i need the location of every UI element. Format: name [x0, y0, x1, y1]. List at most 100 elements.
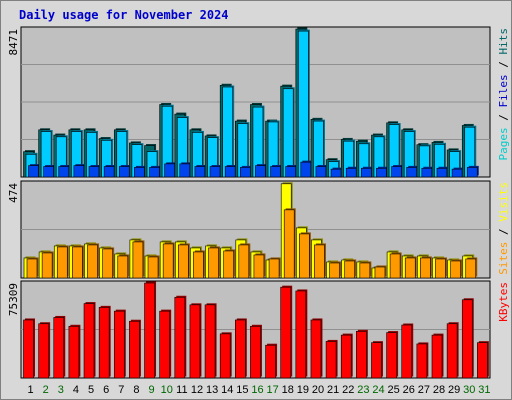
- x-tick-label: 1: [28, 384, 34, 396]
- bar: [250, 325, 261, 379]
- x-tick-label: 31: [478, 384, 490, 396]
- bar-pages-4: [73, 164, 86, 178]
- x-tick-label: 19: [297, 384, 309, 396]
- bar: [134, 167, 145, 178]
- bar: [371, 342, 382, 379]
- bar: [117, 255, 129, 279]
- bar-kbytes-19: [295, 289, 308, 379]
- bar: [374, 266, 386, 279]
- bar-pages-7: [118, 165, 131, 178]
- bar-pages-2: [43, 165, 56, 178]
- x-tick-label: 30: [463, 384, 475, 396]
- bar: [28, 165, 39, 178]
- bar-sites-17: [268, 257, 281, 279]
- x-tick-label: 14: [221, 384, 233, 396]
- panel-legend: Pages / Files / Hits: [497, 28, 510, 161]
- bar-pages-29: [451, 167, 464, 178]
- bar-pages-21: [330, 167, 343, 178]
- bar: [298, 30, 309, 178]
- bar: [285, 166, 296, 178]
- bar-sites-28: [435, 257, 447, 279]
- bar-kbytes-13: [204, 303, 217, 379]
- bar-kbytes-25: [386, 331, 399, 379]
- bar: [340, 334, 352, 379]
- bar: [83, 303, 95, 379]
- bar: [406, 167, 418, 178]
- bar: [149, 167, 160, 178]
- bar: [113, 310, 125, 379]
- bar: [295, 290, 307, 379]
- bar-kbytes-18: [280, 285, 293, 379]
- bar: [416, 343, 428, 379]
- bar: [280, 286, 291, 379]
- bar-files-19: [298, 29, 310, 178]
- x-tick-label: 6: [103, 384, 109, 396]
- bar: [209, 166, 221, 178]
- bar: [162, 243, 174, 279]
- bar-pages-3: [58, 165, 71, 178]
- bar: [98, 307, 110, 379]
- panel-hits-files: 8471 Pages / Files / Hits: [7, 26, 510, 178]
- bar-sites-16: [253, 253, 266, 279]
- legend-item: KBytes: [497, 282, 510, 322]
- bar-kbytes-29: [446, 322, 459, 379]
- bar: [356, 331, 367, 379]
- bar: [268, 258, 280, 279]
- bar: [164, 163, 175, 178]
- chart-title: Daily usage for November 2024: [19, 8, 229, 22]
- x-tick-label: 22: [342, 384, 354, 396]
- bar-files-18: [282, 87, 295, 178]
- bar-pages-27: [421, 166, 434, 178]
- bar-pages-30: [466, 165, 479, 178]
- bar-sites-15: [238, 243, 251, 279]
- x-tick-label: 25: [388, 384, 400, 396]
- bar: [118, 166, 130, 178]
- bar: [193, 251, 204, 279]
- bar: [404, 257, 416, 279]
- bar-pages-17: [270, 165, 283, 178]
- x-tick-label: 29: [448, 384, 460, 396]
- bar-pages-19: [300, 160, 313, 178]
- bar: [56, 246, 68, 279]
- bar-sites-20: [314, 243, 326, 279]
- bar-sites-7: [117, 254, 130, 279]
- bar-pages-11: [179, 162, 192, 178]
- bar: [224, 166, 236, 178]
- bar-sites-19: [299, 232, 311, 279]
- bar-pages-9: [149, 165, 162, 178]
- bar: [72, 246, 83, 279]
- bar-sites-29: [450, 259, 463, 279]
- x-tick-label: 9: [149, 384, 155, 396]
- x-tick-label: 16: [251, 384, 263, 396]
- bars: [23, 182, 478, 279]
- x-tick-label: 21: [327, 384, 339, 396]
- x-axis-labels: 1 2 3 4 5 6 7 8 9 10 11 12 13 14 15 16 17 18 19 20 21 22 23 24 2…: [28, 384, 491, 396]
- bar-kbytes-21: [325, 339, 338, 379]
- x-tick-label: 3: [58, 384, 64, 396]
- bar: [270, 166, 281, 178]
- bar: [26, 258, 38, 279]
- bar: [253, 254, 265, 279]
- bar-pages-22: [345, 166, 358, 178]
- bar-kbytes-31: [477, 341, 489, 379]
- bar: [329, 262, 340, 279]
- bar-kbytes-1: [23, 318, 35, 379]
- panel-legend: KBytes: [497, 282, 510, 322]
- bar: [174, 296, 186, 379]
- x-tick-label: 15: [236, 384, 248, 396]
- bar-sites-10: [162, 242, 175, 279]
- bar: [389, 253, 401, 279]
- bar: [283, 209, 295, 279]
- bar: [446, 323, 458, 379]
- bar: [102, 248, 113, 279]
- bar: [43, 166, 54, 178]
- bars: [23, 281, 489, 379]
- bar-kbytes-9: [144, 281, 157, 379]
- bar-kbytes-5: [83, 302, 96, 379]
- bar-kbytes-30: [461, 298, 474, 379]
- bar-pages-25: [391, 165, 404, 178]
- x-tick-label: 12: [191, 384, 203, 396]
- bar-pages-16: [255, 164, 267, 178]
- bar: [238, 244, 250, 279]
- bar-sites-18: [283, 208, 296, 279]
